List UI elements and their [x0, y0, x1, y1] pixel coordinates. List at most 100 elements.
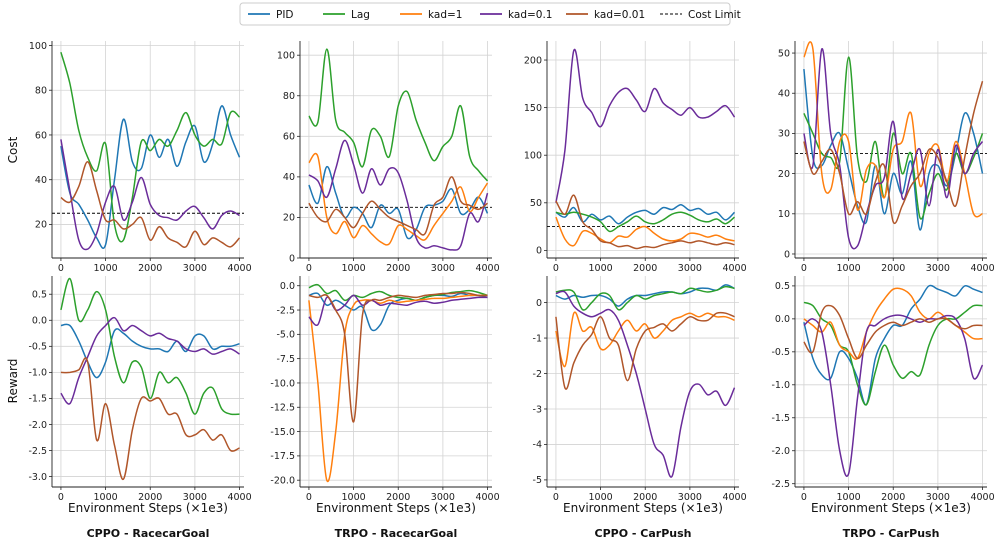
series-line-lag: [555, 211, 735, 233]
x-axis-label: Environment Steps (×1e3): [563, 501, 723, 515]
series-line-kad-0-01: [555, 311, 735, 390]
x-tick-label: 4000: [227, 263, 251, 274]
series-line-kad-1: [803, 41, 983, 218]
x-tick-label: 3000: [183, 492, 207, 503]
x-tick-label: 0: [553, 263, 559, 274]
column-title: TRPO - CarPush: [843, 527, 940, 540]
y-tick-label: 50: [778, 48, 790, 59]
series-line-kad-0-1: [308, 139, 489, 251]
x-axis-label: Environment Steps (×1e3): [68, 501, 228, 515]
y-tick-label: 30: [778, 129, 790, 140]
legend-item-cost-limit: Cost Limit: [660, 9, 741, 21]
series-line-pid: [308, 165, 489, 240]
series-line-kad-0-01: [555, 194, 735, 250]
series-line-lag: [308, 48, 489, 182]
series-line-kad-1: [555, 216, 735, 247]
y-tick-label: -3.0: [28, 472, 47, 483]
legend-label: kad=0.1: [508, 9, 553, 21]
x-tick-label: 4000: [475, 263, 499, 274]
y-tick-label: 40: [778, 89, 790, 100]
x-tick-label: 3000: [431, 492, 455, 503]
y-tick-label: -1.0: [771, 380, 790, 391]
y-tick-label: -12.5: [270, 403, 295, 414]
legend-item-kad-0-1: kad=0.1: [480, 9, 553, 21]
x-tick-label: 1000: [836, 263, 860, 274]
x-tick-label: 1000: [836, 492, 860, 503]
legend: PID Lag kad=1 kad=0.1 kad=0.01 Cost Limit: [239, 2, 741, 26]
series-line-kad-0-01: [308, 291, 488, 423]
x-tick-label: 0: [58, 492, 64, 503]
series-group: [308, 48, 489, 251]
series-line-pid: [60, 323, 240, 379]
x-tick-label: 3000: [678, 263, 702, 274]
y-tick-label: 60: [35, 130, 47, 141]
y-tick-label: 50: [530, 198, 542, 209]
y-tick-label: 0: [289, 253, 295, 264]
x-axis-label: Environment Steps (×1e3): [811, 501, 971, 515]
panel-reward-3: 0.5 0.0 -0.5 -1.0 -1.5 -2.0 -2.5 0 1000 2000 3000 4…: [771, 276, 995, 503]
x-tick-label: 0: [553, 492, 559, 503]
y-tick-label: 0: [536, 298, 542, 309]
series-line-kad-0-1: [60, 316, 240, 405]
x-tick-label: 0: [801, 263, 807, 274]
x-tick-label: 4000: [722, 263, 746, 274]
x-tick-label: 0: [306, 492, 312, 503]
legend-item-pid: PID: [248, 9, 294, 21]
y-tick-label: -5.0: [276, 330, 295, 341]
y-tick-label: -1: [533, 333, 542, 344]
y-tick-label: 0.0: [32, 316, 47, 327]
y-axis-label-reward: Reward: [6, 359, 20, 404]
series-line-lag: [308, 283, 488, 302]
x-tick-label: 2000: [633, 263, 657, 274]
legend-item-kad-0-01: kad=0.01: [566, 9, 645, 21]
x-tick-label: 0: [58, 263, 64, 274]
y-axis-label-cost: Cost: [6, 136, 20, 163]
y-tick-label: -0.5: [28, 342, 47, 353]
y-tick-label: 0.0: [775, 314, 790, 325]
y-tick-label: 100: [524, 151, 542, 162]
y-tick-label: 80: [283, 91, 295, 102]
series-line-kad-0-01: [60, 161, 241, 248]
x-tick-label: 0: [801, 492, 807, 503]
x-tick-label: 2000: [386, 263, 410, 274]
x-tick-label: 0: [306, 263, 312, 274]
y-tick-label: 60: [283, 132, 295, 143]
series-group: [803, 41, 984, 250]
y-tick-label: 0.0: [280, 281, 295, 292]
x-tick-label: 2000: [386, 492, 410, 503]
series-line-pid: [555, 284, 735, 307]
series-line-lag: [803, 301, 983, 406]
y-tick-label: -2.5: [276, 305, 295, 316]
y-tick-label: 80: [35, 86, 47, 97]
y-tick-label: 40: [35, 175, 47, 186]
x-tick-label: 2000: [881, 492, 905, 503]
x-tick-label: 1000: [341, 263, 365, 274]
y-tick-label: 20: [35, 220, 47, 231]
x-tick-label: 3000: [431, 263, 455, 274]
column-title: CPPO - RacecarGoal: [87, 527, 210, 540]
y-tick-label: 40: [283, 172, 295, 183]
series-group: [60, 277, 240, 480]
series-line-kad-0-1: [308, 294, 488, 327]
series-group: [555, 284, 736, 478]
y-tick-label: 0.5: [32, 290, 47, 301]
y-tick-label: -7.5: [276, 354, 295, 365]
y-tick-label: 0: [536, 246, 542, 257]
y-tick-label: 100: [29, 41, 47, 52]
y-tick-label: -2.5: [771, 479, 790, 490]
legend-label: kad=1: [428, 9, 462, 21]
y-tick-label: -0.5: [771, 347, 790, 358]
column-title: TRPO - RacecarGoal: [335, 527, 458, 540]
x-tick-label: 1000: [588, 492, 612, 503]
series-group: [555, 48, 736, 250]
legend-label: PID: [276, 9, 294, 21]
series-line-lag: [60, 277, 240, 416]
y-tick-label: -5: [533, 475, 542, 486]
y-tick-label: 10: [778, 209, 790, 220]
series-line-kad-0-1: [803, 48, 984, 250]
legend-item-lag: Lag: [323, 9, 370, 21]
x-tick-label: 3000: [183, 263, 207, 274]
